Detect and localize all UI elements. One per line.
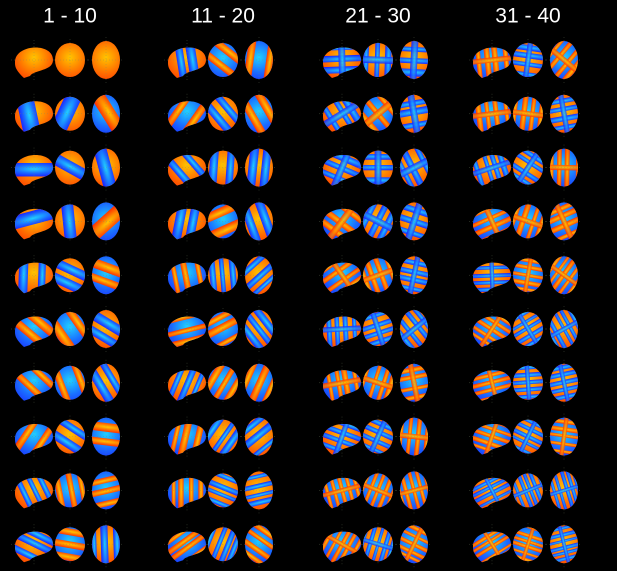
region [473, 107, 511, 121]
region [168, 531, 206, 554]
region [208, 323, 238, 346]
region [168, 531, 206, 561]
region [92, 419, 120, 436]
region [57, 312, 85, 346]
region [245, 94, 272, 133]
region [92, 363, 120, 402]
region [208, 419, 233, 454]
region [480, 424, 504, 455]
region [168, 262, 184, 294]
column-title: 21 - 30 [345, 5, 410, 28]
region [245, 525, 273, 553]
region [323, 480, 361, 501]
region [210, 419, 238, 454]
region [66, 365, 85, 400]
brain-view [92, 363, 120, 402]
region [208, 419, 238, 454]
region [473, 54, 511, 66]
region [327, 155, 357, 186]
region [55, 365, 76, 400]
region [245, 536, 273, 564]
region [15, 163, 53, 177]
region [245, 256, 273, 289]
region [208, 365, 233, 400]
region [208, 96, 238, 131]
region [323, 324, 361, 334]
region [62, 473, 80, 508]
region [168, 424, 186, 455]
region [329, 424, 355, 455]
region [173, 370, 203, 401]
region [245, 202, 266, 241]
region [215, 365, 238, 400]
region [92, 481, 120, 501]
region [208, 489, 238, 508]
region [15, 424, 48, 455]
region [256, 363, 273, 402]
region [245, 417, 273, 448]
region [93, 363, 120, 402]
region [208, 527, 224, 562]
region [208, 473, 238, 492]
region [220, 527, 238, 562]
region [323, 101, 361, 132]
region [168, 531, 206, 563]
region [73, 473, 85, 508]
region [245, 425, 273, 456]
region [245, 363, 273, 402]
region [245, 310, 272, 348]
region [168, 101, 200, 132]
region [92, 434, 120, 449]
column-title: 31 - 40 [495, 5, 560, 28]
region [473, 316, 511, 347]
region [59, 204, 78, 239]
region [245, 363, 263, 402]
region [323, 374, 361, 391]
region [15, 538, 53, 563]
region [16, 370, 53, 399]
column-title: 11 - 20 [191, 5, 255, 28]
region [208, 43, 238, 74]
region [169, 208, 191, 240]
region [15, 531, 53, 552]
region [175, 424, 196, 455]
region [208, 312, 238, 336]
region [92, 148, 119, 187]
column-titles: 1 - 10 11 - 20 21 - 30 31 - 40 [43, 5, 561, 28]
region [261, 41, 273, 79]
region [323, 208, 361, 240]
region [99, 525, 110, 564]
region [473, 155, 511, 180]
region [55, 548, 85, 562]
region [178, 477, 184, 509]
region [168, 320, 206, 340]
region [168, 370, 192, 401]
region [55, 312, 83, 346]
region [248, 94, 273, 133]
column-title: 1 - 10 [43, 5, 97, 28]
